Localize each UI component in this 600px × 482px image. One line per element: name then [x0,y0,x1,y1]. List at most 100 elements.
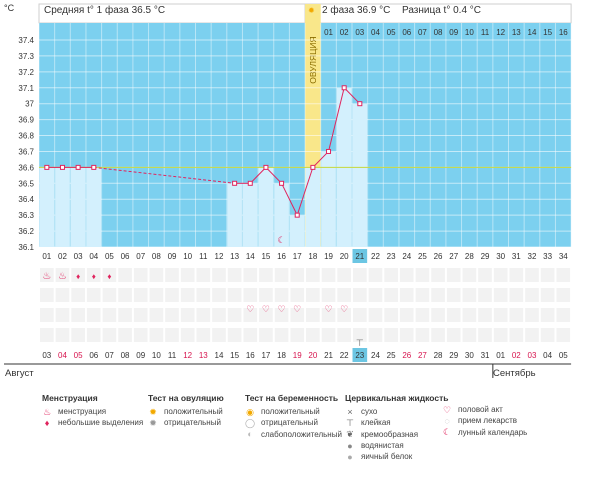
observation-cell [478,268,492,282]
observation-cell [227,328,242,342]
legend-title: Менструация [42,393,98,403]
phase2-day-label: 04 [371,28,380,37]
observation-cell [40,308,54,322]
calendar-date-label: 10 [152,351,161,360]
legend-item: ✹ положительный [148,406,224,417]
cycle-day-label: 23 [387,252,396,261]
month-september: Сентябрь [493,368,536,379]
observation-cell [102,308,117,322]
phase2-day-label: 01 [324,28,333,37]
cycle-day-label: 13 [230,252,239,261]
observation-cell [321,308,336,322]
temperature-bar [70,167,86,247]
moon-icon: ☾ [442,427,452,438]
cycle-day-label: 27 [449,252,458,261]
y-tick-label: 36.3 [18,211,34,220]
observation-cell [118,308,132,322]
phase2-day-label: 15 [543,28,552,37]
observation-cell [540,308,555,322]
temperature-bar [55,167,70,247]
legend-label: отрицательный [164,418,221,428]
y-tick-label: 36.2 [18,227,34,236]
calendar-date-label: 05 [559,351,568,360]
intercourse-marker: ♡ [246,304,254,314]
legend-item: ◉ положительный [245,406,342,417]
observation-cell [493,308,508,322]
observation-cell [478,328,492,342]
observation-cell [399,288,414,302]
y-tick-label: 36.6 [18,163,34,172]
observation-cell [165,328,179,342]
egg-white-icon: ● [347,451,353,462]
ovulation-sun-icon: ✹ [308,6,315,15]
sticky-mucus-marker: ⊤ [356,338,364,348]
calendar-date-label: 06 [89,351,98,360]
observation-cell [196,328,211,342]
observation-cell [525,268,539,282]
observation-cell [149,328,164,342]
observation-cell [337,268,351,282]
calendar-date-label: 03 [42,351,51,360]
intercourse-marker: ♡ [324,304,332,314]
observation-cell [227,268,242,282]
y-tick-label: 37.3 [18,52,34,61]
temperature-line-segment [265,167,282,184]
phase2-day-label: 14 [528,28,537,37]
temperature-point [75,164,81,170]
observation-cell [102,268,117,282]
temperature-point [357,101,363,107]
sticky-icon: ⊤ [346,417,354,428]
observation-cell [180,268,195,282]
test-negative-icon: ◯ [245,417,256,428]
temperature-point [341,85,347,91]
observation-cell [227,308,242,322]
observation-cell [196,308,211,322]
calendar-date-label: 07 [105,351,114,360]
observation-cell [55,308,70,322]
legend-item: ◌ прием лекарств [442,415,527,426]
observation-cell [321,268,336,282]
legend-label: лунный календарь [458,427,528,437]
observation-cell [86,328,101,342]
month-label: Август [5,368,34,379]
temperature-line-segment [249,167,267,184]
light-discharge-marker: ♦ [76,272,80,281]
observation-cell [149,268,164,282]
cycle-day-label: 04 [89,252,98,261]
observation-cell [462,328,477,342]
cycle-day-label: 03 [74,252,83,261]
observation-cell [509,328,524,342]
y-axis-unit: °C [4,3,15,13]
observation-cell [509,268,524,282]
observation-cell [493,268,508,282]
legend-label: небольшие выделения [58,418,144,428]
calendar-date-label: 29 [449,351,458,360]
observation-cell [415,308,430,322]
observation-cell [165,268,179,282]
observation-cell [180,308,195,322]
cycle-day-label: 18 [308,252,317,261]
observation-cell [321,288,336,302]
cycle-day-label: 05 [105,252,114,261]
observation-cell [118,268,132,282]
observation-cell [556,328,571,342]
calendar-date-label: 09 [136,351,145,360]
observation-cell [384,328,398,342]
moon-marker: ☾ [278,235,286,245]
observation-cell [290,328,305,342]
observation-cell [102,288,117,302]
observation-cell [274,308,289,322]
cycle-day-label: 02 [58,252,67,261]
intercourse-marker: ♡ [293,304,301,314]
y-tick-label: 36.9 [18,116,34,125]
observation-cell [259,268,273,282]
temperature-point [263,164,269,170]
temperature-point [294,212,300,218]
temperature-bar [352,103,368,247]
legend-label: менструация [58,407,107,417]
cycle-day-label: 17 [293,252,302,261]
observation-cell [274,328,289,342]
calendar-date-label: 24 [371,351,380,360]
observation-cell [306,328,320,342]
cycle-day-label: 15 [261,252,270,261]
